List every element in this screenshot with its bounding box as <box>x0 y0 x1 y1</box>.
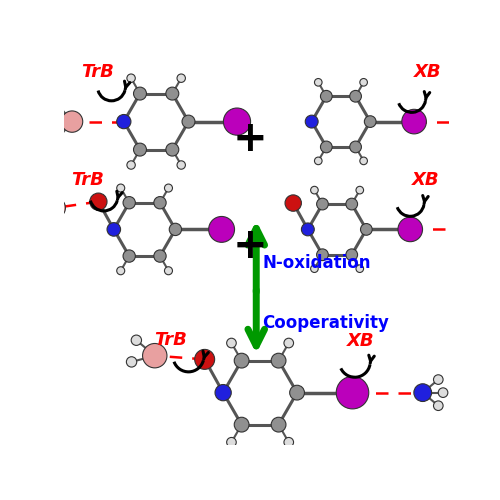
Text: +: + <box>232 226 268 268</box>
Circle shape <box>127 74 136 82</box>
Circle shape <box>356 265 364 272</box>
Circle shape <box>116 114 131 128</box>
Circle shape <box>134 87 146 100</box>
Circle shape <box>131 335 141 345</box>
Circle shape <box>350 141 362 153</box>
Circle shape <box>285 195 302 212</box>
Circle shape <box>320 90 332 102</box>
Circle shape <box>306 115 318 128</box>
Circle shape <box>127 161 136 169</box>
Text: TrB: TrB <box>72 170 104 188</box>
Circle shape <box>481 226 488 233</box>
Circle shape <box>166 143 179 156</box>
Circle shape <box>46 117 56 126</box>
Circle shape <box>434 375 443 384</box>
Circle shape <box>310 265 318 272</box>
Circle shape <box>164 266 172 274</box>
Circle shape <box>123 196 136 209</box>
Circle shape <box>310 186 318 194</box>
Circle shape <box>54 101 63 110</box>
Circle shape <box>54 133 63 142</box>
Circle shape <box>336 376 369 409</box>
Circle shape <box>116 184 124 192</box>
Circle shape <box>142 344 167 368</box>
Circle shape <box>154 250 166 262</box>
Text: XB: XB <box>347 332 374 350</box>
Circle shape <box>316 249 328 260</box>
Circle shape <box>169 223 181 235</box>
Circle shape <box>62 111 82 132</box>
Circle shape <box>402 110 426 134</box>
Circle shape <box>314 157 322 164</box>
Circle shape <box>134 143 146 156</box>
Circle shape <box>226 338 236 348</box>
Circle shape <box>164 184 172 192</box>
Text: XB: XB <box>414 63 442 81</box>
Text: TrB: TrB <box>154 331 188 349</box>
Circle shape <box>33 195 42 203</box>
Circle shape <box>126 356 136 367</box>
Circle shape <box>271 418 286 432</box>
Circle shape <box>284 438 294 447</box>
Text: TrB: TrB <box>80 63 114 81</box>
Text: +: + <box>232 118 268 160</box>
Circle shape <box>462 222 476 236</box>
Circle shape <box>45 198 66 218</box>
Circle shape <box>350 90 362 102</box>
Circle shape <box>284 338 294 348</box>
Circle shape <box>360 224 372 235</box>
Circle shape <box>290 385 304 400</box>
Circle shape <box>224 108 250 135</box>
Circle shape <box>316 198 328 210</box>
Circle shape <box>478 216 485 223</box>
Circle shape <box>466 114 479 128</box>
Circle shape <box>154 196 166 209</box>
Circle shape <box>226 438 236 447</box>
Circle shape <box>320 141 332 153</box>
Circle shape <box>356 186 364 194</box>
Circle shape <box>177 161 186 169</box>
Circle shape <box>414 384 432 402</box>
Circle shape <box>485 118 492 126</box>
Circle shape <box>481 108 489 115</box>
Circle shape <box>116 266 124 274</box>
Circle shape <box>234 418 249 432</box>
Circle shape <box>481 128 489 136</box>
Circle shape <box>33 212 42 220</box>
Circle shape <box>194 350 214 370</box>
Circle shape <box>208 216 234 242</box>
Circle shape <box>360 157 368 164</box>
Text: N-oxidation: N-oxidation <box>262 254 371 272</box>
Circle shape <box>438 388 448 398</box>
Circle shape <box>434 401 443 410</box>
Text: XB: XB <box>412 170 440 188</box>
Circle shape <box>90 193 107 210</box>
Circle shape <box>123 250 136 262</box>
Circle shape <box>360 78 368 86</box>
Circle shape <box>215 384 232 401</box>
Circle shape <box>314 78 322 86</box>
Circle shape <box>398 217 422 242</box>
Circle shape <box>364 116 376 128</box>
Circle shape <box>302 223 314 236</box>
Text: Cooperativity: Cooperativity <box>262 314 390 332</box>
Circle shape <box>107 222 120 236</box>
Circle shape <box>346 249 358 260</box>
Circle shape <box>166 87 179 100</box>
Circle shape <box>478 236 485 244</box>
Circle shape <box>271 353 286 368</box>
Circle shape <box>182 115 195 128</box>
Circle shape <box>234 353 249 368</box>
Circle shape <box>346 198 358 210</box>
Circle shape <box>177 74 186 82</box>
